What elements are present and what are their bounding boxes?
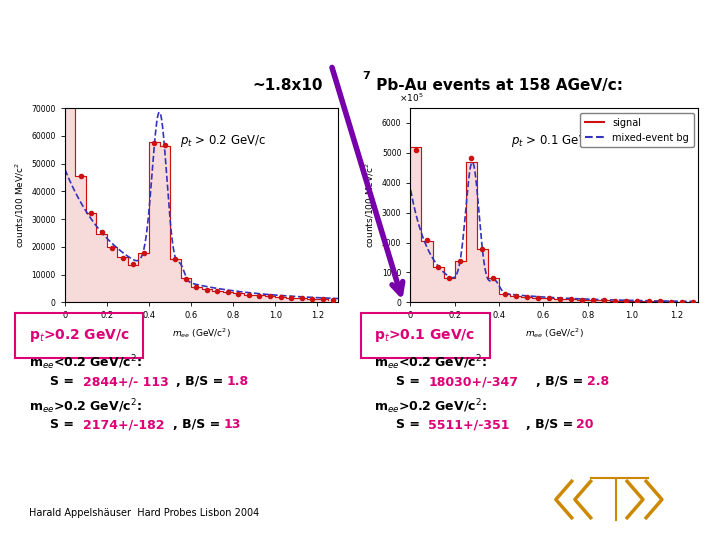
Text: m$_{ee}$<0.2 GeV/c$^2$:: m$_{ee}$<0.2 GeV/c$^2$: bbox=[29, 354, 142, 373]
Text: Harald Appelshäuser  Hard Probes Lisbon 2004: Harald Appelshäuser Hard Probes Lisbon 2… bbox=[29, 508, 259, 518]
Text: 13: 13 bbox=[223, 418, 240, 431]
Text: $p_t$ > 0.1 GeV/c: $p_t$ > 0.1 GeV/c bbox=[511, 133, 598, 149]
X-axis label: $m_{ee}$ (GeV/c$^2$): $m_{ee}$ (GeV/c$^2$) bbox=[172, 326, 231, 340]
Text: 18030+/-347: 18030+/-347 bbox=[428, 375, 518, 388]
Text: , B/S =: , B/S = bbox=[526, 418, 577, 431]
Text: 2174+/-182: 2174+/-182 bbox=[83, 418, 164, 431]
Text: 1.8: 1.8 bbox=[227, 375, 249, 388]
Text: , B/S =: , B/S = bbox=[536, 375, 588, 388]
Text: 2.8: 2.8 bbox=[587, 375, 609, 388]
Text: Pb-Au events at 158 AGeV/c:: Pb-Au events at 158 AGeV/c: bbox=[371, 78, 623, 93]
Text: Invariant mass distributions: Invariant mass distributions bbox=[139, 18, 581, 46]
X-axis label: $m_{ee}$ (GeV/c$^2$): $m_{ee}$ (GeV/c$^2$) bbox=[525, 326, 584, 340]
Text: ~1.8x10: ~1.8x10 bbox=[252, 78, 323, 93]
Text: m$_{ee}$>0.2 GeV/c$^2$:: m$_{ee}$>0.2 GeV/c$^2$: bbox=[374, 397, 487, 416]
Legend: signal, mixed-event bg: signal, mixed-event bg bbox=[580, 113, 693, 147]
Text: , B/S =: , B/S = bbox=[176, 375, 228, 388]
Text: $p_t$ > 0.2 GeV/c: $p_t$ > 0.2 GeV/c bbox=[180, 133, 266, 149]
Text: $\times 10^5$: $\times 10^5$ bbox=[399, 92, 423, 104]
Text: , B/S =: , B/S = bbox=[173, 418, 225, 431]
Text: S =: S = bbox=[396, 375, 424, 388]
Text: m$_{ee}$>0.2 GeV/c$^2$:: m$_{ee}$>0.2 GeV/c$^2$: bbox=[29, 397, 142, 416]
Text: p$_t$>0.2 GeV/c: p$_t$>0.2 GeV/c bbox=[29, 327, 130, 343]
Text: S =: S = bbox=[396, 418, 424, 431]
Text: 7: 7 bbox=[362, 71, 370, 81]
Text: S =: S = bbox=[50, 418, 78, 431]
Text: 20: 20 bbox=[576, 418, 593, 431]
Text: m$_{ee}$<0.2 GeV/c$^2$:: m$_{ee}$<0.2 GeV/c$^2$: bbox=[374, 354, 487, 373]
Text: p$_t$>0.1 GeV/c: p$_t$>0.1 GeV/c bbox=[374, 327, 476, 343]
Text: 5511+/-351: 5511+/-351 bbox=[428, 418, 510, 431]
Text: 2844+/- 113: 2844+/- 113 bbox=[83, 375, 168, 388]
Text: S =: S = bbox=[50, 375, 78, 388]
Y-axis label: counts/100 MeV/c$^2$: counts/100 MeV/c$^2$ bbox=[364, 162, 377, 248]
Y-axis label: counts/100 MeV/c$^2$: counts/100 MeV/c$^2$ bbox=[14, 162, 26, 248]
